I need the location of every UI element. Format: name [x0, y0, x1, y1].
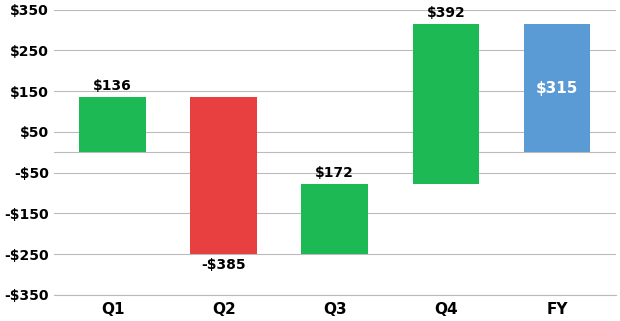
Text: -$385: -$385: [202, 258, 246, 272]
Text: $136: $136: [93, 79, 132, 93]
Bar: [301, 184, 368, 254]
Text: $172: $172: [316, 166, 354, 179]
Bar: [412, 24, 479, 184]
Bar: [524, 24, 590, 152]
Text: $315: $315: [536, 81, 578, 96]
Bar: [190, 97, 257, 254]
Text: $392: $392: [427, 6, 465, 20]
Bar: [79, 97, 146, 152]
